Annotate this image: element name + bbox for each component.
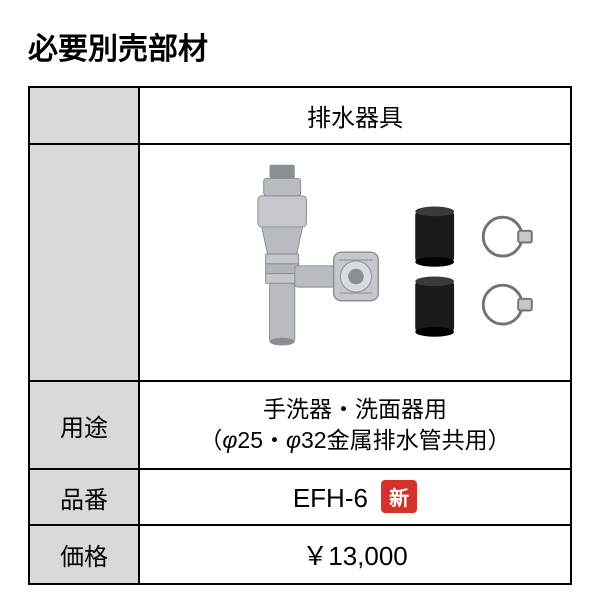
usage-line1: 手洗器・洗面器用 [263,396,447,422]
usage-value: 手洗器・洗面器用 （φ25・φ32金属排水管共用） [139,381,571,469]
partno-label: 品番 [29,469,139,525]
usage-l2-phi1: φ [222,427,237,453]
price-label: 価格 [29,525,139,584]
partno-value-cell: EFH-6 新 [139,469,571,525]
usage-l2-prefix: （ [199,427,222,453]
usage-line2: （φ25・φ32金属排水管共用） [199,427,510,453]
usage-label: 用途 [29,381,139,469]
usage-l2-num1: 25・ [237,427,286,453]
section-title: 必要別売部材 [28,24,572,68]
image-label-cell [29,87,139,144]
usage-l2-num2: 32金属排水管共用） [301,427,511,453]
usage-l2-phi2: φ [286,427,301,453]
spec-table: 排水器具 [28,86,572,585]
product-name-cell: 排水器具 [139,87,571,144]
price-value: ￥13,000 [139,525,571,584]
partno-value: EFH-6 [293,483,368,513]
new-badge: 新 [381,480,417,513]
product-illustration [152,157,558,361]
image-spacer-cell [29,144,139,381]
product-image-cell [139,144,571,381]
